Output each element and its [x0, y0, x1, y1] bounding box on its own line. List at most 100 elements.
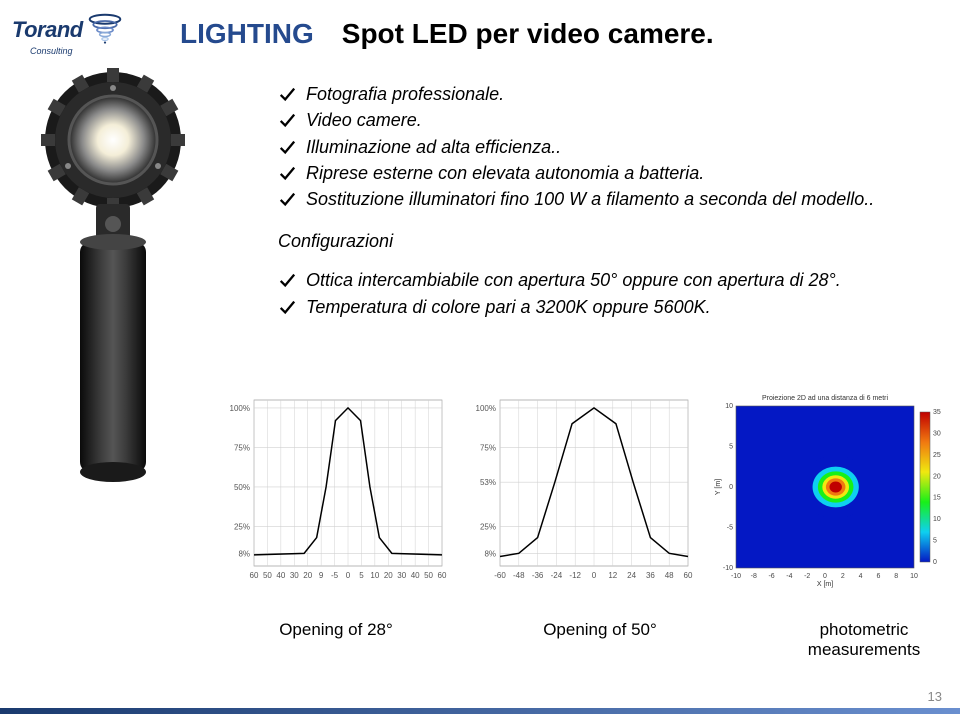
- check-icon: [278, 190, 296, 208]
- config-bullet: Ottica intercambiabile con apertura 50° …: [278, 268, 898, 292]
- caption-28: Opening of 28°: [236, 620, 436, 660]
- check-icon: [278, 111, 296, 129]
- svg-text:75%: 75%: [234, 443, 250, 452]
- svg-text:4: 4: [859, 573, 863, 580]
- svg-text:15: 15: [933, 495, 941, 502]
- svg-text:8%: 8%: [238, 549, 250, 558]
- svg-text:Y [m]: Y [m]: [715, 479, 722, 495]
- feature-bullet: Sostituzione illuminatori fino 100 W a f…: [278, 187, 898, 211]
- svg-text:8%: 8%: [484, 549, 496, 558]
- svg-text:5: 5: [729, 444, 733, 451]
- svg-text:60: 60: [438, 571, 447, 580]
- svg-text:0: 0: [933, 559, 937, 566]
- svg-text:0: 0: [823, 573, 827, 580]
- title-product: Spot LED per video camere.: [342, 18, 714, 50]
- svg-text:100%: 100%: [230, 404, 250, 413]
- bullet-text: Ottica intercambiabile con apertura 50° …: [306, 268, 841, 292]
- charts-row: 100%75%50%25%8%60504030209-5051020304050…: [218, 390, 944, 590]
- svg-text:35: 35: [933, 409, 941, 416]
- product-image: [28, 62, 198, 492]
- svg-text:50%: 50%: [234, 483, 250, 492]
- svg-text:-12: -12: [569, 571, 581, 580]
- svg-text:30: 30: [290, 571, 299, 580]
- feature-bullet: Riprese esterne con elevata autonomia a …: [278, 161, 898, 185]
- tornado-icon: [87, 12, 123, 48]
- svg-text:48: 48: [665, 571, 674, 580]
- svg-text:-6: -6: [768, 573, 774, 580]
- svg-text:40: 40: [411, 571, 420, 580]
- svg-text:30: 30: [397, 571, 406, 580]
- svg-text:6: 6: [876, 573, 880, 580]
- svg-text:24: 24: [627, 571, 636, 580]
- svg-text:-5: -5: [727, 525, 733, 532]
- brand-logo: Torand Consulting: [12, 8, 152, 52]
- bullet-text: Sostituzione illuminatori fino 100 W a f…: [306, 187, 874, 211]
- title-category: LIGHTING: [180, 18, 314, 50]
- svg-text:50: 50: [263, 571, 272, 580]
- svg-text:-5: -5: [331, 571, 339, 580]
- bullet-text: Temperatura di colore pari a 3200K oppur…: [306, 295, 711, 319]
- feature-list: Fotografia professionale.Video camere. Il…: [278, 82, 898, 321]
- svg-text:-36: -36: [532, 571, 544, 580]
- svg-text:-60: -60: [494, 571, 506, 580]
- svg-text:-48: -48: [513, 571, 525, 580]
- config-bullet: Temperatura di colore pari a 3200K oppur…: [278, 295, 898, 319]
- svg-text:25%: 25%: [480, 522, 496, 531]
- svg-text:25%: 25%: [234, 522, 250, 531]
- chart-opening-50: 100% 75% 53% 25% 8% -60 -48 -36 -24 -12 0 12 24 36 48 6…: [464, 390, 696, 590]
- svg-text:53%: 53%: [480, 478, 496, 487]
- check-icon: [278, 85, 296, 103]
- bullet-text: Video camere.: [306, 108, 422, 132]
- config-heading: Configurazioni: [278, 231, 898, 252]
- svg-text:40: 40: [276, 571, 285, 580]
- svg-text:8: 8: [894, 573, 898, 580]
- svg-text:Proiezione 2D ad una distanza: Proiezione 2D ad una distanza di 6 metri: [762, 395, 889, 402]
- svg-text:36: 36: [646, 571, 655, 580]
- svg-text:5: 5: [359, 571, 364, 580]
- svg-text:20: 20: [303, 571, 312, 580]
- svg-text:2: 2: [841, 573, 845, 580]
- svg-text:-8: -8: [751, 573, 757, 580]
- chart-captions: Opening of 28° Opening of 50° photometri…: [236, 620, 960, 660]
- check-icon: [278, 138, 296, 156]
- svg-text:10: 10: [370, 571, 379, 580]
- page-number: 13: [928, 689, 942, 704]
- svg-text:10: 10: [725, 403, 733, 410]
- slide-title: LIGHTING Spot LED per video camere.: [180, 18, 714, 50]
- heatmap-chart: Proiezione 2D ad una distanza di 6 metri…: [710, 390, 944, 590]
- svg-text:X [m]: X [m]: [817, 581, 833, 588]
- svg-text:50: 50: [424, 571, 433, 580]
- svg-text:10: 10: [933, 516, 941, 523]
- svg-text:100%: 100%: [476, 404, 496, 413]
- svg-text:0: 0: [729, 484, 733, 491]
- feature-bullet: Video camere.: [278, 108, 898, 132]
- svg-text:10: 10: [910, 573, 918, 580]
- footer-stripe: [0, 708, 960, 714]
- bullet-text: Riprese esterne con elevata autonomia a …: [306, 161, 704, 185]
- svg-text:20: 20: [384, 571, 393, 580]
- check-icon: [278, 298, 296, 316]
- check-icon: [278, 164, 296, 182]
- svg-text:-10: -10: [723, 565, 733, 572]
- svg-text:-4: -4: [786, 573, 792, 580]
- svg-text:25: 25: [933, 452, 941, 459]
- feature-bullet: Illuminazione ad alta efficienza..: [278, 135, 898, 159]
- svg-text:75%: 75%: [480, 443, 496, 452]
- check-icon: [278, 271, 296, 289]
- brand-subtitle: Consulting: [30, 46, 73, 56]
- svg-text:0: 0: [346, 571, 351, 580]
- bullet-text: Fotografia professionale.: [306, 82, 504, 106]
- svg-text:0: 0: [592, 571, 597, 580]
- svg-text:9: 9: [319, 571, 324, 580]
- svg-text:60: 60: [250, 571, 259, 580]
- feature-bullet: Fotografia professionale.: [278, 82, 898, 106]
- svg-text:-24: -24: [551, 571, 563, 580]
- svg-text:-10: -10: [731, 573, 741, 580]
- svg-text:60: 60: [684, 571, 693, 580]
- svg-text:12: 12: [608, 571, 617, 580]
- bullet-text: Illuminazione ad alta efficienza..: [306, 135, 561, 159]
- svg-text:20: 20: [933, 473, 941, 480]
- svg-text:30: 30: [933, 430, 941, 437]
- svg-text:-2: -2: [804, 573, 810, 580]
- chart-opening-28: 100% 75% 50% 25% 8% 60 50 40 30 20 9 -5 05 10 20 30 40 50…: [218, 390, 450, 590]
